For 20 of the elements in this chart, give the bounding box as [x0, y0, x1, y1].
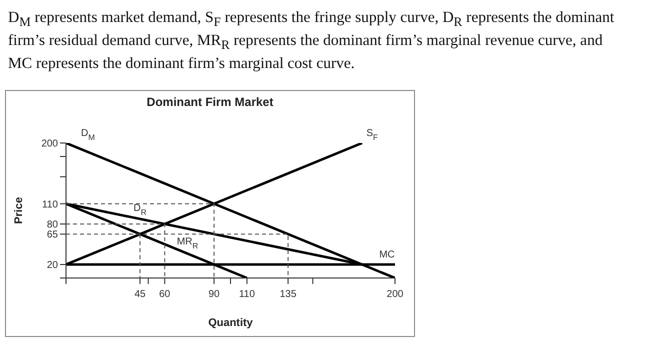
x-axis-title: Quantity [208, 317, 254, 329]
y-axis-title: Price [12, 197, 25, 224]
series-label: MC [379, 249, 395, 260]
y-tick-label: 200 [41, 138, 58, 150]
y-tick-label: 80 [46, 220, 58, 231]
y-tick-label: 65 [46, 230, 58, 241]
y-tick-label: 110 [42, 199, 58, 210]
x-tick-label: 60 [159, 289, 171, 300]
x-tick-label: 135 [280, 289, 297, 300]
x-tick-label: 200 [386, 289, 404, 300]
series-label: S$_{F}$ [366, 128, 378, 142]
series-label: D$_{M}$ [81, 128, 96, 142]
y-tick-label: 20 [46, 260, 58, 272]
series-label: D$_{R}$ [134, 202, 147, 217]
series-label: MR$_{R}$ [176, 236, 198, 250]
x-tick-label: 45 [134, 289, 146, 300]
x-tick-label: 90 [208, 289, 220, 300]
x-tick-label: 110 [238, 289, 256, 300]
text: D$_{M}$ represents market demand, S$_{F}$ represents the fringe supply curve, D$_{R}$ represents the dominant firm’s residual demand curve, MR$_{R}$ represents the dominant firm’s marginal revenue curve, and MC represents the dominant firm’s marginal cost curve. [8, 9, 614, 72]
chart-title: Dominant Firm Market [146, 95, 274, 109]
